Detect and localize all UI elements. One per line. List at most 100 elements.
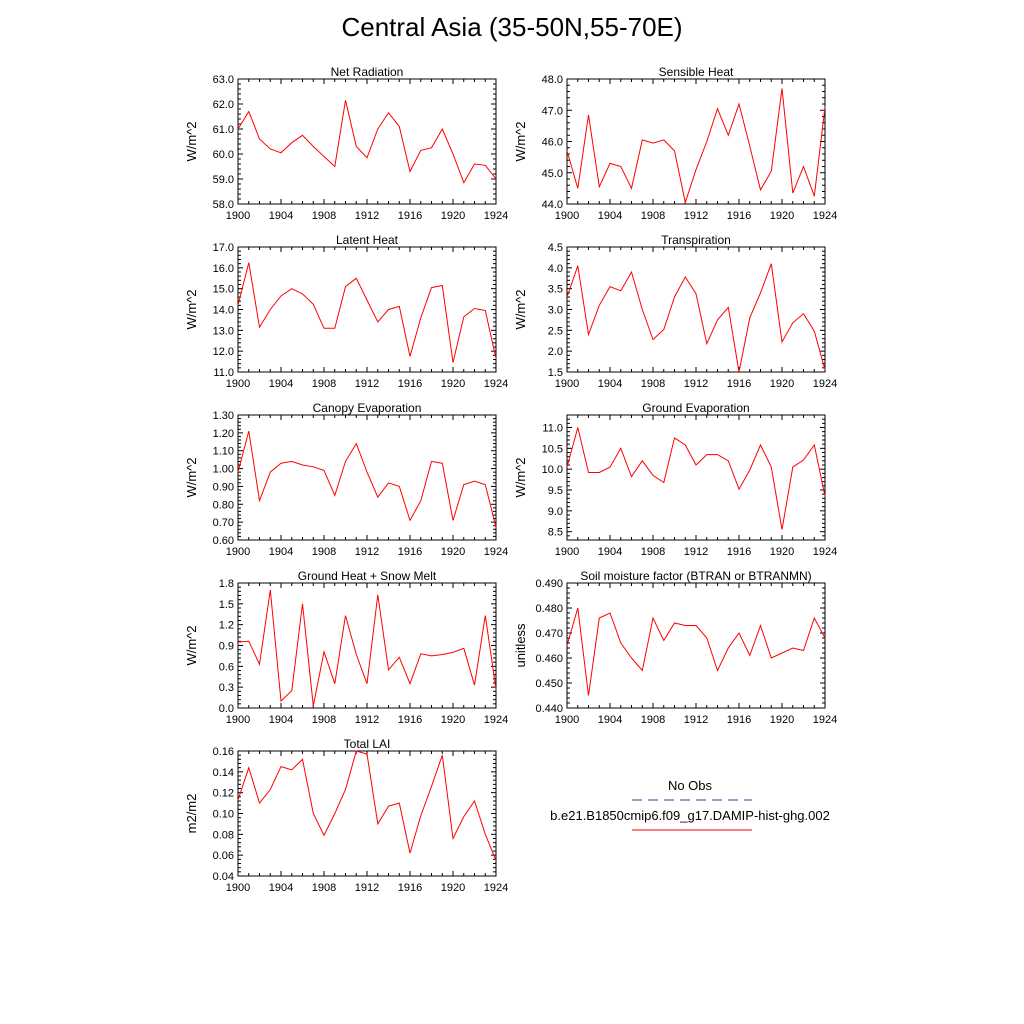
x-tick-label: 1920 (770, 714, 794, 726)
x-tick-label: 1916 (727, 546, 751, 558)
x-tick-label: 1904 (598, 210, 622, 222)
x-tick-label: 1920 (770, 546, 794, 558)
x-tick-label: 1924 (813, 210, 837, 222)
y-tick-label: 14.0 (213, 305, 234, 317)
y-tick-label: 11.0 (542, 423, 563, 435)
x-tick-label: 1916 (398, 882, 422, 894)
x-tick-label: 1916 (398, 378, 422, 390)
y-tick-label: 13.0 (213, 325, 234, 337)
y-tick-label: 3.5 (548, 284, 563, 296)
x-tick-label: 1904 (598, 546, 622, 558)
y-tick-label: 59.0 (213, 174, 234, 186)
x-tick-label: 1916 (727, 378, 751, 390)
x-tick-label: 1900 (555, 378, 579, 390)
x-tick-label: 1912 (355, 210, 379, 222)
x-tick-label: 1916 (398, 714, 422, 726)
x-tick-label: 1920 (770, 378, 794, 390)
y-tick-label: 3.0 (548, 305, 563, 317)
x-tick-label: 1912 (684, 210, 708, 222)
y-tick-label: 1.30 (213, 410, 234, 422)
y-tick-label: 0.60 (213, 535, 234, 547)
y-tick-label: 1.20 (213, 428, 234, 440)
x-tick-label: 1904 (598, 378, 622, 390)
page-title: Central Asia (35-50N,55-70E) (341, 12, 683, 42)
y-tick-label: 0.14 (213, 767, 234, 779)
x-tick-label: 1920 (441, 210, 465, 222)
x-tick-label: 1924 (484, 210, 508, 222)
y-tick-label: 1.5 (219, 599, 234, 611)
x-tick-label: 1900 (226, 378, 250, 390)
x-tick-label: 1920 (441, 714, 465, 726)
x-tick-label: 1912 (684, 378, 708, 390)
x-tick-label: 1912 (684, 714, 708, 726)
x-tick-label: 1924 (484, 546, 508, 558)
panel-title: Net Radiation (331, 65, 404, 79)
series-line (237, 589, 497, 706)
series-line (566, 88, 826, 205)
y-tick-label: 1.5 (548, 367, 563, 379)
x-tick-label: 1912 (355, 882, 379, 894)
x-tick-label: 1912 (684, 546, 708, 558)
panel-title: Total LAI (344, 737, 391, 751)
x-tick-label: 1900 (555, 210, 579, 222)
y-tick-label: 0.80 (213, 499, 234, 511)
y-tick-label: 0.12 (213, 788, 234, 800)
y-tick-label: 0.490 (535, 578, 563, 590)
y-tick-label: 0.6 (219, 661, 234, 673)
x-tick-label: 1924 (813, 546, 837, 558)
x-tick-label: 1924 (813, 378, 837, 390)
y-tick-label: 4.5 (548, 242, 563, 254)
y-tick-label: 45.0 (542, 168, 563, 180)
y-tick-label: 0.460 (535, 653, 563, 665)
y-axis-label: W/m^2 (513, 289, 528, 329)
y-tick-label: 0.0 (219, 703, 234, 715)
y-axis-label: m2/m2 (184, 794, 199, 834)
panel-title: Transpiration (661, 233, 731, 247)
x-tick-label: 1916 (727, 714, 751, 726)
legend-obs-label: No Obs (667, 778, 713, 793)
panel-title: Sensible Heat (659, 65, 734, 79)
x-tick-label: 1904 (269, 378, 293, 390)
y-tick-label: 17.0 (213, 242, 234, 254)
y-tick-label: 0.450 (535, 678, 563, 690)
y-tick-label: 10.5 (542, 443, 563, 455)
legend-model-line (632, 829, 752, 831)
x-tick-label: 1916 (398, 546, 422, 558)
series-line (566, 607, 826, 696)
y-axis-label: W/m^2 (184, 289, 199, 329)
x-tick-label: 1908 (312, 378, 336, 390)
x-tick-label: 1920 (770, 210, 794, 222)
series-line (566, 263, 826, 373)
plot-frame (237, 750, 497, 877)
y-tick-label: 8.5 (548, 527, 563, 539)
y-tick-label: 44.0 (542, 199, 563, 211)
x-tick-label: 1904 (269, 546, 293, 558)
y-tick-label: 48.0 (542, 74, 563, 86)
y-tick-label: 58.0 (213, 199, 234, 211)
x-tick-label: 1908 (641, 210, 665, 222)
x-tick-label: 1900 (226, 546, 250, 558)
x-tick-label: 1908 (641, 714, 665, 726)
y-tick-label: 2.5 (548, 325, 563, 337)
panel-title: Canopy Evaporation (313, 401, 422, 415)
legend-obs-line (632, 799, 752, 801)
y-tick-label: 15.0 (213, 284, 234, 296)
x-tick-label: 1900 (555, 714, 579, 726)
y-tick-label: 16.0 (213, 263, 234, 275)
y-tick-label: 0.16 (213, 746, 234, 758)
x-tick-label: 1912 (355, 546, 379, 558)
panel-title: Ground Evaporation (642, 401, 749, 415)
x-tick-label: 1924 (484, 714, 508, 726)
y-tick-label: 4.0 (548, 263, 563, 275)
y-tick-label: 0.70 (213, 517, 234, 529)
x-tick-label: 1908 (312, 714, 336, 726)
x-tick-label: 1908 (312, 210, 336, 222)
x-tick-label: 1908 (312, 546, 336, 558)
y-tick-label: 0.440 (535, 703, 563, 715)
x-tick-label: 1900 (226, 882, 250, 894)
y-tick-label: 0.04 (213, 871, 234, 883)
y-axis-label: W/m^2 (513, 121, 528, 161)
